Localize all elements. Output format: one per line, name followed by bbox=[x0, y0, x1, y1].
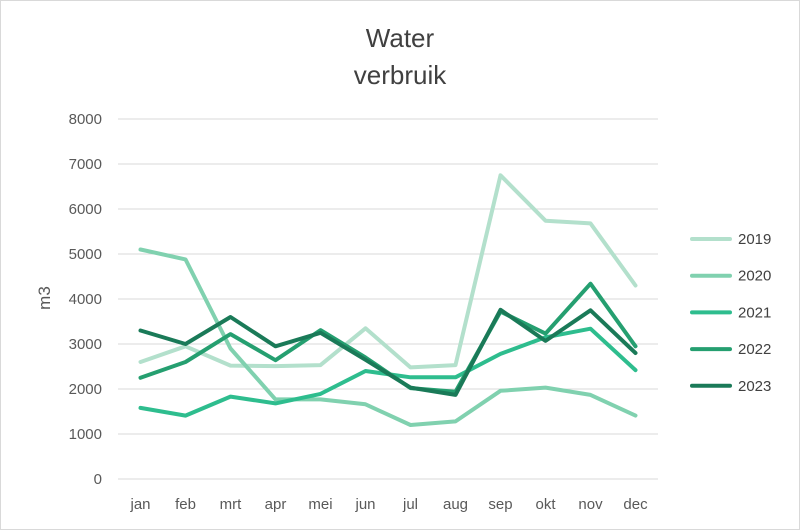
y-tick-label: 7000 bbox=[69, 156, 102, 173]
y-tick-label: 0 bbox=[94, 471, 102, 488]
x-tick-label: mei bbox=[308, 496, 332, 513]
legend-label: 2020 bbox=[738, 268, 771, 285]
y-tick-label: 2000 bbox=[69, 381, 102, 398]
y-tick-label: 5000 bbox=[69, 246, 102, 263]
x-tick-label: sep bbox=[488, 496, 512, 513]
legend-label: 2022 bbox=[738, 341, 771, 358]
legend-label: 2021 bbox=[738, 304, 771, 321]
x-tick-label: aug bbox=[443, 496, 468, 513]
x-tick-label: nov bbox=[578, 496, 603, 513]
y-tick-label: 1000 bbox=[69, 426, 102, 443]
series-line-2019 bbox=[138, 173, 638, 370]
y-tick-label: 8000 bbox=[69, 111, 102, 128]
x-tick-label: mrt bbox=[220, 496, 242, 513]
chart-title-line-2: verbruik bbox=[354, 60, 447, 90]
series-lines bbox=[138, 173, 638, 427]
x-tick-label: jun bbox=[354, 496, 375, 513]
gridlines bbox=[118, 118, 658, 480]
y-tick-label: 3000 bbox=[69, 336, 102, 353]
legend-label: 2019 bbox=[738, 231, 771, 248]
y-tick-labels: 0 1000 2000 3000 4000 5000 6000 7000 8000 bbox=[69, 111, 102, 488]
x-tick-label: jan bbox=[129, 496, 150, 513]
y-tick-label: 6000 bbox=[69, 201, 102, 218]
y-axis-label: m3 bbox=[35, 286, 54, 310]
x-tick-label: dec bbox=[623, 496, 648, 513]
legend: 2019 2020 2021 2022 2023 bbox=[690, 231, 771, 395]
x-tick-label: apr bbox=[265, 496, 287, 513]
x-tick-label: okt bbox=[535, 496, 556, 513]
x-tick-labels: jan feb mrt apr mei jun jul aug sep okt nov dec bbox=[129, 496, 648, 513]
x-tick-label: feb bbox=[175, 496, 196, 513]
y-tick-label: 4000 bbox=[69, 291, 102, 308]
x-tick-label: jul bbox=[402, 496, 418, 513]
series-line-2020 bbox=[138, 247, 638, 427]
series-line-2023 bbox=[138, 307, 638, 397]
legend-label: 2023 bbox=[738, 378, 771, 395]
chart-title-line-1: Water bbox=[366, 23, 435, 53]
